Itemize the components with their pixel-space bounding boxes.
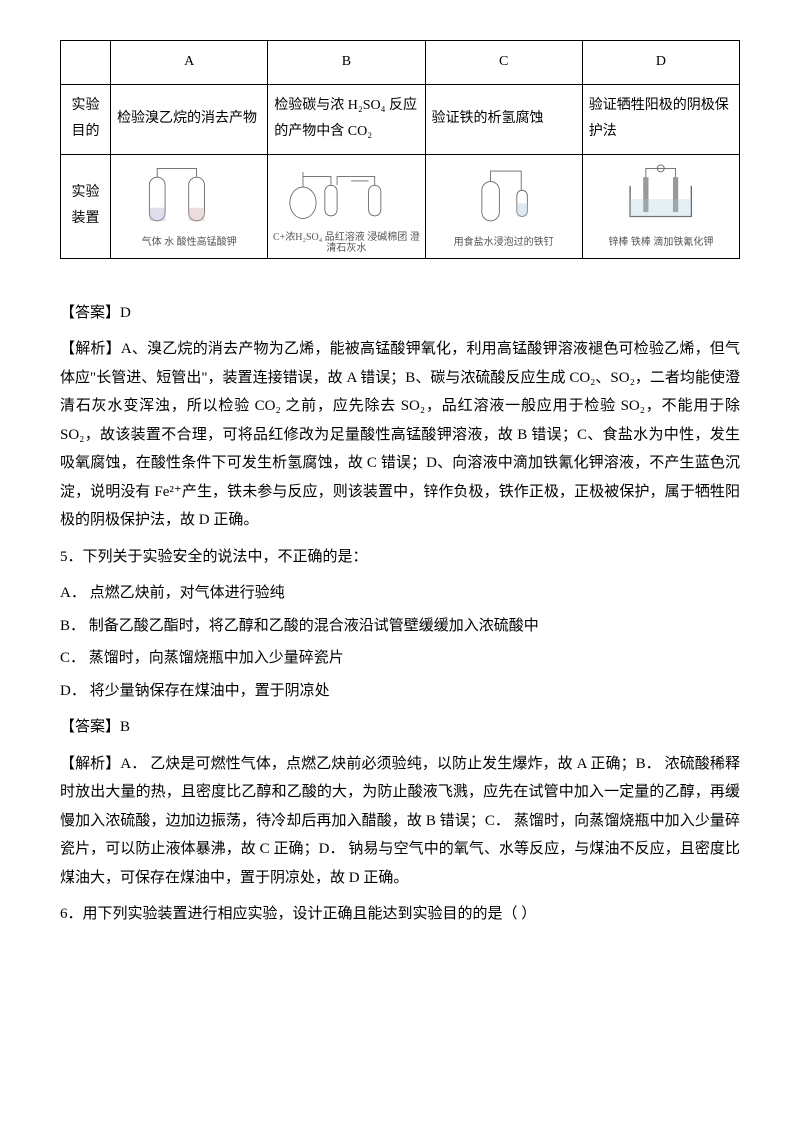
answer-5: 【答案】B [60, 713, 740, 742]
analysis-5-text: A． 乙炔是可燃性气体，点燃乙炔前必须验纯，以防止发生爆炸，故 A 正确；B． … [60, 756, 740, 886]
analysis-4: 【解析】A、溴乙烷的消去产物为乙烯，能被高锰酸钾氧化，利用高锰酸钾溶液褪色可检验… [60, 335, 740, 535]
analysis-5: 【解析】A． 乙炔是可燃性气体，点燃乙炔前必须验纯，以防止发生爆炸，故 A 正确… [60, 750, 740, 893]
analysis-4-text: A、溴乙烷的消去产物为乙烯，能被高锰酸钾氧化，利用高锰酸钾溶液褪色可检验乙烯，但… [60, 341, 740, 528]
q5-option-C: C． 蒸馏时，向蒸馏烧瓶中加入少量碎瓷片 [60, 644, 740, 673]
col-A: A [111, 41, 268, 85]
apparatus-C: 用食盐水浸泡过的铁钉 [425, 154, 582, 258]
apparatus-D-label: 锌棒 铁棒 滴加铁氰化钾 [587, 237, 735, 248]
apparatus-B: C+浓H₂SO₄ 品红溶液 浸碱棉团 澄清石灰水 [268, 154, 425, 258]
q5-stem: 5．下列关于实验安全的说法中，不正确的是： [60, 543, 740, 572]
apparatus-B-label: C+浓H₂SO₄ 品红溶液 浸碱棉团 澄清石灰水 [272, 232, 420, 254]
answer-5-value: B [120, 719, 130, 735]
experiment-table: A B C D 实验目的 检验溴乙烷的消去产物 检验碳与浓 H₂SO₄ 反应的产… [60, 40, 740, 259]
col-D: D [582, 41, 739, 85]
q5-option-D: D． 将少量钠保存在煤油中，置于阴凉处 [60, 677, 740, 706]
purpose-B: 检验碳与浓 H₂SO₄ 反应的产物中含 CO₂ [268, 84, 425, 154]
col-C: C [425, 41, 582, 85]
purpose-C: 验证铁的析氢腐蚀 [425, 84, 582, 154]
q5-option-A: A． 点燃乙炔前，对气体进行验纯 [60, 579, 740, 608]
q6-stem: 6．用下列实验装置进行相应实验，设计正确且能达到实验目的的是（ ） [60, 900, 740, 929]
analysis-4-label: 【解析】 [60, 341, 121, 357]
empty-corner [61, 41, 111, 85]
row-apparatus: 实验装置 [61, 154, 111, 258]
col-B: B [268, 41, 425, 85]
purpose-A: 检验溴乙烷的消去产物 [111, 84, 268, 154]
apparatus-C-label: 用食盐水浸泡过的铁钉 [430, 237, 578, 248]
apparatus-D: 锌棒 铁棒 滴加铁氰化钾 [582, 154, 739, 258]
purpose-D: 验证牺牲阳极的阴极保护法 [582, 84, 739, 154]
answer-4-value: D [120, 305, 131, 321]
answer-4: 【答案】D [60, 299, 740, 328]
apparatus-A: 气体 水 酸性高锰酸钾 [111, 154, 268, 258]
analysis-5-label: 【解析】 [60, 756, 120, 772]
answer-4-label: 【答案】 [60, 305, 120, 321]
row-purpose: 实验目的 [61, 84, 111, 154]
apparatus-A-label: 气体 水 酸性高锰酸钾 [115, 237, 263, 248]
q5-option-B: B． 制备乙酸乙酯时，将乙醇和乙酸的混合液沿试管壁缓缓加入浓硫酸中 [60, 612, 740, 641]
answer-5-label: 【答案】 [60, 719, 120, 735]
